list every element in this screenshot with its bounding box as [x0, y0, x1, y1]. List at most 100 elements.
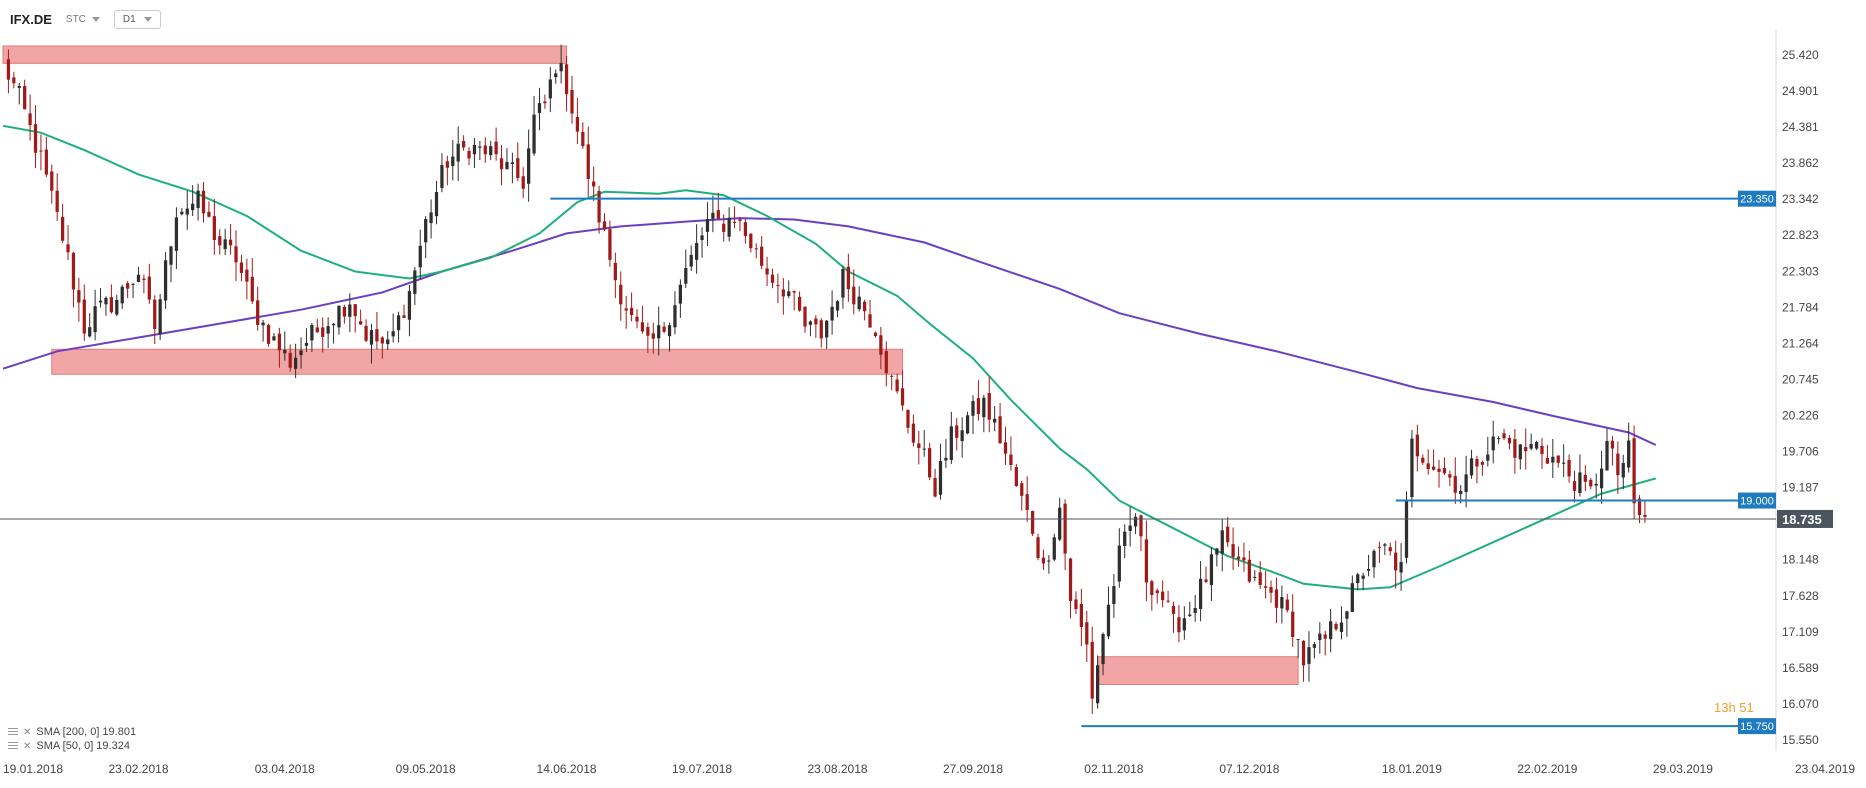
candle-body: [174, 217, 179, 251]
candle-body: [1166, 600, 1170, 602]
candle-body: [1003, 442, 1008, 454]
candle-body: [310, 324, 314, 341]
candle-body: [472, 144, 477, 155]
candle-body: [684, 267, 688, 284]
candle-body: [375, 329, 379, 342]
candle-body: [1404, 499, 1409, 558]
close-icon[interactable]: ✕: [23, 726, 32, 738]
candle-body: [662, 326, 666, 332]
candle-body: [283, 349, 287, 354]
candle-body: [711, 212, 715, 219]
candle-body: [212, 216, 216, 241]
candle-body: [1296, 639, 1300, 641]
x-tick-label: 23.02.2018: [108, 762, 168, 776]
y-tick-label: 23.342: [1782, 192, 1819, 206]
candle-body: [1399, 561, 1403, 573]
candle-body: [153, 299, 157, 330]
candle-body: [727, 217, 731, 237]
candle-body: [1047, 560, 1051, 562]
candle-body: [1578, 472, 1582, 494]
candle-body: [732, 221, 737, 223]
candle-body: [413, 270, 417, 294]
candle-body: [1123, 531, 1127, 546]
candle-body: [516, 158, 520, 179]
candle-body: [353, 304, 357, 317]
candle-body: [445, 161, 449, 168]
chart-type-selector[interactable]: STC: [66, 14, 100, 25]
candle-body: [808, 321, 813, 325]
candle-body: [451, 156, 455, 167]
candle-body: [1133, 516, 1138, 527]
level-price-label: 19.000: [1740, 496, 1774, 508]
candle-body: [136, 274, 141, 282]
candle-body: [884, 351, 888, 374]
candle-body: [1188, 614, 1192, 616]
candle-body: [965, 415, 970, 434]
candle-body: [299, 350, 303, 356]
candle-body: [261, 322, 265, 326]
legend-label: SMA [200, 0] 19.801: [36, 726, 137, 738]
candle-body: [646, 327, 650, 336]
candle-body: [1150, 581, 1154, 595]
candle-body: [391, 331, 395, 337]
symbol-label[interactable]: IFX.DE: [10, 11, 52, 27]
candle-body: [180, 211, 184, 215]
candle-body: [1301, 640, 1306, 666]
candle-body: [71, 252, 76, 290]
candle-body: [700, 235, 704, 240]
legend-label: SMA [50, 0] 19.324: [36, 740, 130, 752]
candle-body: [1220, 530, 1224, 554]
candle-body: [1345, 611, 1349, 619]
level-price-tag: [1738, 190, 1776, 207]
candle-body: [1247, 559, 1251, 582]
candle-body: [960, 430, 964, 442]
candle-body: [55, 190, 59, 212]
candle-body: [331, 323, 336, 326]
candle-body: [315, 327, 319, 333]
indicator-settings-icon[interactable]: [8, 728, 18, 736]
candle-body: [716, 210, 720, 219]
candle-body: [1599, 468, 1604, 489]
candle-body: [467, 150, 471, 159]
chevron-down-icon: [143, 16, 152, 22]
candle-body: [23, 86, 27, 110]
legend-sma200[interactable]: ✕ SMA [200, 0] 19.801: [8, 726, 136, 738]
candle-body: [862, 301, 867, 312]
candle-body: [705, 219, 710, 232]
y-tick-label: 17.628: [1782, 589, 1819, 603]
candle-body: [424, 218, 428, 243]
candle-body: [109, 297, 114, 313]
candle-body: [348, 304, 352, 317]
candle-body: [1621, 463, 1625, 478]
candle-body: [1236, 556, 1241, 559]
candle-body: [1112, 586, 1116, 605]
candle-body: [797, 296, 802, 311]
candle-body: [608, 229, 612, 260]
candle-body: [1128, 525, 1132, 531]
candle-body: [1014, 467, 1018, 487]
candle-body: [60, 216, 65, 241]
candle-body: [505, 162, 509, 170]
candle-body: [1215, 548, 1219, 555]
candle-body: [1025, 494, 1029, 510]
candle-body: [1610, 440, 1615, 449]
timeframe-selector[interactable]: D1: [113, 9, 161, 29]
candle-body: [586, 144, 590, 179]
candle-body: [1583, 474, 1587, 482]
candle-body: [17, 85, 21, 88]
candle-body: [987, 393, 991, 420]
indicator-settings-icon[interactable]: [8, 742, 18, 750]
close-icon[interactable]: ✕: [23, 740, 32, 752]
candle-body: [1274, 589, 1279, 608]
legend-sma50[interactable]: ✕ SMA [50, 0] 19.324: [8, 740, 130, 752]
resistance-zone: [1097, 656, 1299, 685]
candle-body: [321, 327, 325, 337]
candle-body: [738, 219, 742, 221]
candle-body: [1182, 618, 1186, 631]
sma50-line: [2, 124, 1657, 591]
candle-body: [104, 297, 108, 305]
candle-body: [1209, 554, 1214, 585]
candle-body: [678, 284, 682, 304]
chart-header: IFX.DE STC D1: [0, 0, 1866, 38]
